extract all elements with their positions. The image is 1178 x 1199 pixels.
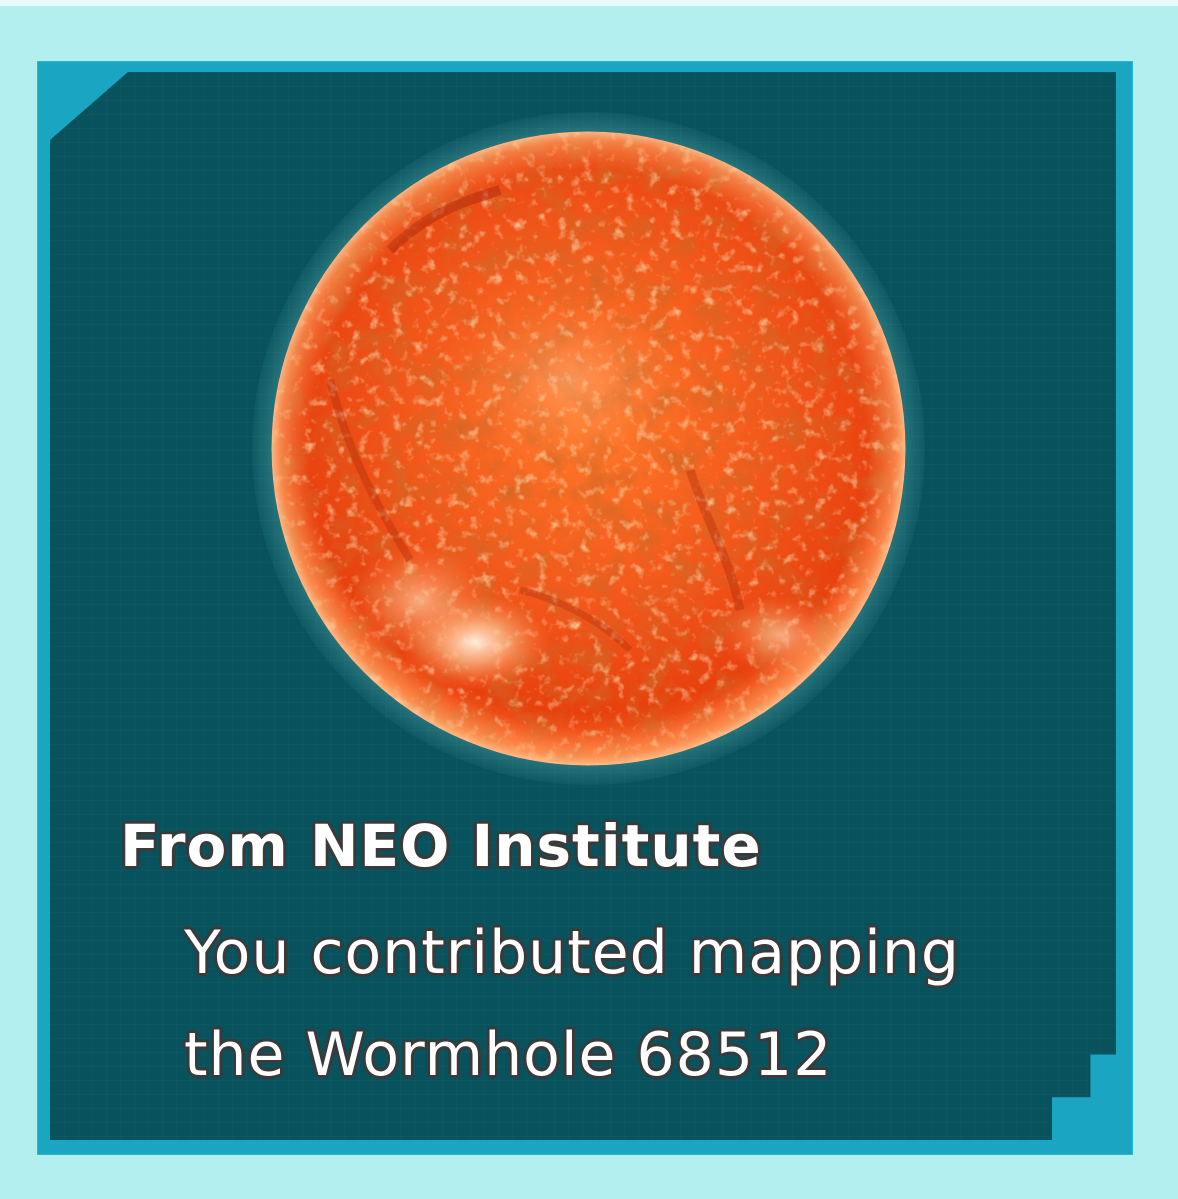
star-image xyxy=(252,112,925,785)
top-strip xyxy=(0,0,1178,6)
message-line-1: You contributed mapping xyxy=(184,918,960,988)
card-title: From NEO Institute xyxy=(120,812,762,880)
message-line-2: the Wormhole 68512 xyxy=(184,1020,833,1090)
star-illustration xyxy=(271,131,906,766)
